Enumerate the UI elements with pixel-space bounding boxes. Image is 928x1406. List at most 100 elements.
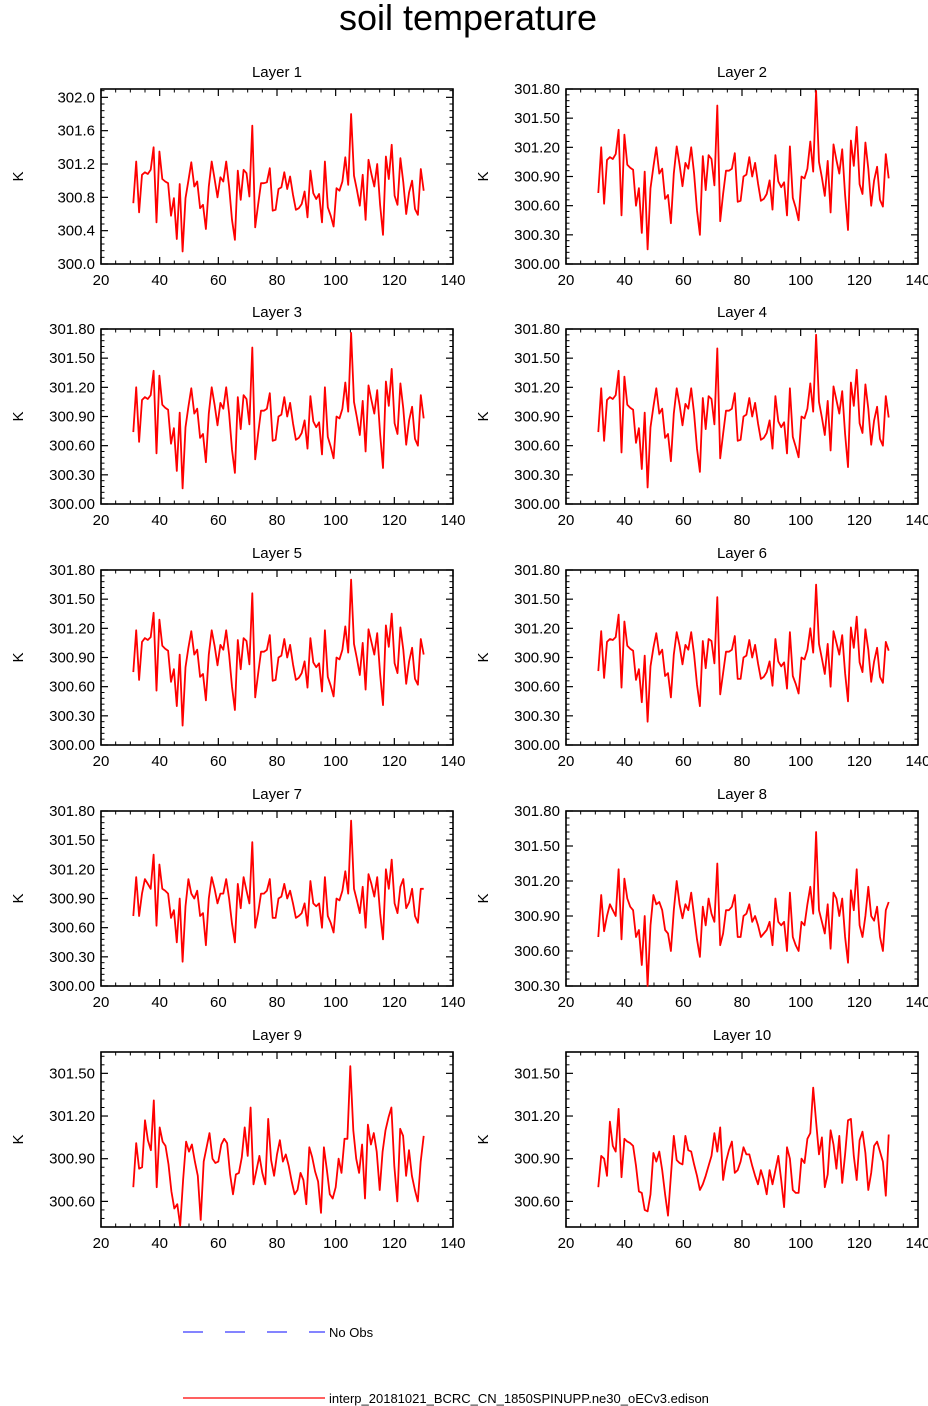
layer-1-xtick-label: 120 (382, 272, 407, 289)
layer-2-xtick-label: 100 (788, 272, 813, 289)
layer-3-ytick-label: 300.00 (49, 496, 95, 513)
layer-4-ytick-label: 301.80 (514, 321, 560, 338)
layer-7-ytick-label: 301.50 (49, 832, 95, 849)
layer-7-ytick-label: 300.30 (49, 949, 95, 966)
layer-2-title: Layer 2 (717, 64, 767, 81)
layer-4-plot-frame (565, 328, 919, 505)
layer-10-series-line (597, 1086, 890, 1217)
layer-1-xtick-label: 40 (151, 272, 168, 289)
layer-4-ytick-label: 300.60 (514, 438, 560, 455)
layer-3-ytick-label: 301.50 (49, 350, 95, 367)
layer-8-ytick-label: 300.90 (514, 908, 560, 925)
layer-10-xtick-label: 60 (675, 1235, 692, 1252)
layer-1-plot-frame (100, 88, 454, 265)
layer-10-xtick-label: 20 (558, 1235, 575, 1252)
layer-4-ytick-label: 300.30 (514, 467, 560, 484)
layer-6-xtick-label: 140 (905, 753, 928, 770)
layer-9-xtick-label: 40 (151, 1235, 168, 1252)
layer-7-series-line (132, 819, 424, 963)
layer-5-panel: Layer 5 K 20 40 60 80 100 120 140 300.00 300.30 300… (10, 545, 466, 770)
layer-7-xtick-label: 20 (93, 994, 110, 1011)
layer-6-ytick-label: 301.20 (514, 620, 560, 637)
layer-2-series-line (597, 90, 890, 251)
layer-7-xtick-label: 140 (440, 994, 465, 1011)
layer-6-xtick-label: 120 (847, 753, 872, 770)
layer-10-ytick-label: 300.90 (514, 1151, 560, 1168)
layer-1-panel: Layer 1 K 20 40 60 80 100 120 140 300.0 300.4 300.8… (10, 64, 466, 289)
layer-6-xtick-label: 100 (788, 753, 813, 770)
layer-5-xtick-label: 40 (151, 753, 168, 770)
layer-7-ytick-label: 300.00 (49, 978, 95, 995)
layer-1-title: Layer 1 (252, 64, 302, 81)
layer-2-xtick-label: 20 (558, 272, 575, 289)
layer-8-xtick-label: 40 (616, 994, 633, 1011)
layer-8-xtick-label: 60 (675, 994, 692, 1011)
layer-7-ytick-label: 301.20 (49, 861, 95, 878)
layer-7-ytick-label: 301.80 (49, 803, 95, 820)
layer-2-xtick-label: 140 (905, 272, 928, 289)
layer-10-ylabel: K (475, 1134, 492, 1144)
layer-8-xtick-label: 20 (558, 994, 575, 1011)
layer-10-panel: Layer 10 K 20 40 60 80 100 120 140 300.60 300.90 30… (475, 1027, 928, 1252)
layer-3-xtick-label: 120 (382, 512, 407, 529)
layer-9-xtick-label: 100 (323, 1235, 348, 1252)
layer-8-panel: Layer 8 K 20 40 60 80 100 120 140 300.30 300.60 300… (475, 786, 928, 1011)
layer-2-ylabel: K (475, 171, 492, 181)
layer-3-xtick-label: 60 (210, 512, 227, 529)
layer-6-ytick-label: 300.30 (514, 708, 560, 725)
layer-6-xtick-label: 40 (616, 753, 633, 770)
layer-5-ytick-label: 300.90 (49, 650, 95, 667)
layer-6-ytick-label: 300.60 (514, 679, 560, 696)
layer-8-xtick-label: 80 (734, 994, 751, 1011)
layer-1-ytick-label: 300.0 (57, 256, 95, 273)
layer-6-panel: Layer 6 K 20 40 60 80 100 120 140 300.00 300.30 300… (475, 545, 928, 770)
layer-5-ytick-label: 301.80 (49, 562, 95, 579)
layer-10-title: Layer 10 (713, 1027, 771, 1044)
layer-3-title: Layer 3 (252, 304, 302, 321)
layer-1-ytick-label: 301.6 (57, 123, 95, 140)
layer-1-xtick-label: 60 (210, 272, 227, 289)
layer-1-xtick-label: 140 (440, 272, 465, 289)
layer-1-series-line (132, 113, 425, 253)
layer-1-ytick-label: 300.8 (57, 189, 95, 206)
layer-9-series-line (132, 1065, 425, 1227)
layer-9-panel: Layer 9 K 20 40 60 80 100 120 140 300.60 300.90 301… (10, 1027, 466, 1252)
layer-6-xtick-label: 60 (675, 753, 692, 770)
layer-7-ytick-label: 300.60 (49, 920, 95, 937)
layer-8-xtick-label: 100 (788, 994, 813, 1011)
legend-model-label: interp_20181021_BCRC_CN_1850SPINUPP.ne30… (329, 1391, 709, 1406)
layer-7-plot-frame (100, 810, 454, 987)
layer-4-ytick-label: 300.90 (514, 409, 560, 426)
layer-8-ylabel: K (475, 893, 492, 903)
layer-9-ytick-label: 301.20 (49, 1108, 95, 1125)
layer-2-xtick-label: 60 (675, 272, 692, 289)
layer-8-ytick-label: 300.30 (514, 978, 560, 995)
layer-10-xtick-label: 40 (616, 1235, 633, 1252)
layer-5-ytick-label: 300.60 (49, 679, 95, 696)
layer-6-xtick-label: 20 (558, 753, 575, 770)
layer-3-xtick-label: 100 (323, 512, 348, 529)
layer-5-ytick-label: 300.30 (49, 708, 95, 725)
layer-9-xtick-label: 140 (440, 1235, 465, 1252)
layer-6-xtick-label: 80 (734, 753, 751, 770)
layer-2-ytick-label: 300.90 (514, 169, 560, 186)
layer-10-xtick-label: 100 (788, 1235, 813, 1252)
layer-5-ytick-label: 301.20 (49, 620, 95, 637)
layer-5-xtick-label: 60 (210, 753, 227, 770)
layer-3-xtick-label: 20 (93, 512, 110, 529)
layer-2-ytick-label: 300.30 (514, 227, 560, 244)
layer-5-ytick-label: 300.00 (49, 737, 95, 754)
layer-6-title: Layer 6 (717, 545, 767, 562)
layer-6-ytick-label: 300.00 (514, 737, 560, 754)
layer-1-ytick-label: 301.2 (57, 156, 95, 173)
layer-3-xtick-label: 40 (151, 512, 168, 529)
layer-8-ytick-label: 301.50 (514, 838, 560, 855)
layer-7-xtick-label: 60 (210, 994, 227, 1011)
layer-4-xtick-label: 40 (616, 512, 633, 529)
layer-4-panel: Layer 4 K 20 40 60 80 100 120 140 300.00 300.30 300… (475, 304, 928, 529)
layer-8-title: Layer 8 (717, 786, 767, 803)
layer-7-title: Layer 7 (252, 786, 302, 803)
layer-4-xtick-label: 100 (788, 512, 813, 529)
layer-6-series-line (597, 583, 890, 723)
layer-3-ylabel: K (10, 411, 27, 421)
